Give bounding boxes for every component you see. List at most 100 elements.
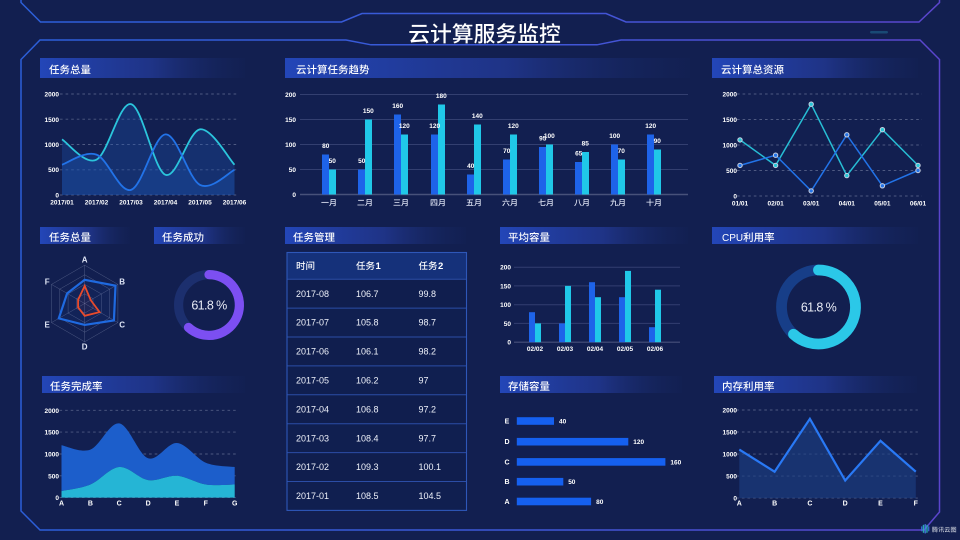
svg-text:97.7: 97.7 <box>419 433 437 443</box>
svg-text:02/01: 02/01 <box>767 201 784 208</box>
svg-text:1500: 1500 <box>45 117 60 124</box>
svg-text:04/01: 04/01 <box>839 201 856 208</box>
svg-text:104.5: 104.5 <box>419 491 442 501</box>
svg-text:120: 120 <box>399 123 410 130</box>
svg-text:99.8: 99.8 <box>419 289 437 299</box>
svg-text:100: 100 <box>285 142 296 149</box>
svg-text:500: 500 <box>726 474 737 481</box>
svg-text:1: 1 <box>376 261 382 272</box>
svg-text:150: 150 <box>285 117 296 124</box>
svg-text:100.1: 100.1 <box>419 462 442 472</box>
svg-text:2017-03: 2017-03 <box>296 433 329 443</box>
svg-text:85: 85 <box>582 141 590 148</box>
svg-text:B: B <box>119 277 125 286</box>
svg-text:97: 97 <box>419 376 429 386</box>
svg-text:106.2: 106.2 <box>356 376 379 386</box>
svg-text:160: 160 <box>670 459 681 466</box>
svg-text:02/04: 02/04 <box>587 346 604 353</box>
svg-text:120: 120 <box>429 123 440 130</box>
svg-text:0: 0 <box>733 496 737 503</box>
svg-text:2017-06: 2017-06 <box>296 347 329 357</box>
svg-text:2017/04: 2017/04 <box>154 200 178 207</box>
svg-text:A: A <box>504 499 509 506</box>
svg-text:80: 80 <box>322 143 330 150</box>
svg-text:1000: 1000 <box>45 142 60 149</box>
svg-text:50: 50 <box>568 479 576 486</box>
svg-text:B: B <box>504 479 509 486</box>
svg-text:1000: 1000 <box>45 452 60 459</box>
svg-text:D: D <box>146 501 151 508</box>
svg-text:A: A <box>59 501 64 508</box>
svg-text:05/01: 05/01 <box>874 201 891 208</box>
svg-text:01/01: 01/01 <box>732 201 749 208</box>
svg-text:F: F <box>45 277 50 286</box>
svg-text:108.5: 108.5 <box>356 491 379 501</box>
svg-text:B: B <box>88 501 93 508</box>
svg-text:F: F <box>914 501 919 508</box>
svg-text:2017/02: 2017/02 <box>85 200 109 207</box>
svg-text:02/02: 02/02 <box>527 346 544 353</box>
svg-text:2017/01: 2017/01 <box>50 200 74 207</box>
svg-text:2000: 2000 <box>45 408 60 415</box>
svg-text:E: E <box>45 321 51 330</box>
svg-text:02/06: 02/06 <box>647 346 664 353</box>
svg-text:140: 140 <box>472 113 483 120</box>
svg-text:2017-08: 2017-08 <box>296 289 329 299</box>
svg-text:F: F <box>204 501 209 508</box>
svg-text:C: C <box>504 459 509 466</box>
svg-text:2017-02: 2017-02 <box>296 462 329 472</box>
svg-text:106.1: 106.1 <box>356 347 379 357</box>
svg-text:50: 50 <box>329 158 337 165</box>
svg-text:1500: 1500 <box>45 430 60 437</box>
svg-text:106.7: 106.7 <box>356 289 379 299</box>
svg-text:61.8 %: 61.8 % <box>801 301 837 315</box>
svg-text:2000: 2000 <box>45 92 60 99</box>
svg-text:2017-07: 2017-07 <box>296 318 329 328</box>
svg-text:120: 120 <box>645 123 656 130</box>
svg-text:40: 40 <box>467 163 475 170</box>
svg-text:120: 120 <box>508 123 519 130</box>
svg-text:95: 95 <box>539 136 547 143</box>
svg-text:90: 90 <box>654 138 662 145</box>
svg-text:100: 100 <box>500 302 511 309</box>
svg-text:06/01: 06/01 <box>910 201 927 208</box>
svg-text:106.8: 106.8 <box>356 404 379 414</box>
svg-text:500: 500 <box>48 167 59 174</box>
svg-text:0: 0 <box>55 193 59 200</box>
svg-text:200: 200 <box>500 265 511 272</box>
svg-text:1500: 1500 <box>723 430 738 437</box>
svg-text:03/01: 03/01 <box>803 201 820 208</box>
svg-text:2017/06: 2017/06 <box>223 200 247 207</box>
svg-text:40: 40 <box>559 419 567 426</box>
svg-text:2: 2 <box>438 261 443 272</box>
svg-text:500: 500 <box>48 473 59 480</box>
svg-text:2000: 2000 <box>723 92 738 99</box>
svg-text:150: 150 <box>363 108 374 115</box>
svg-text:50: 50 <box>358 158 366 165</box>
svg-text:61.8 %: 61.8 % <box>191 299 227 313</box>
svg-text:100: 100 <box>609 133 620 140</box>
svg-text:65: 65 <box>575 151 583 158</box>
svg-text:2017-04: 2017-04 <box>296 404 329 414</box>
svg-text:50: 50 <box>504 321 512 328</box>
svg-text:0: 0 <box>507 340 511 347</box>
svg-text:98.2: 98.2 <box>419 347 437 357</box>
svg-text:50: 50 <box>289 167 297 174</box>
svg-text:500: 500 <box>726 168 737 175</box>
svg-text:105.8: 105.8 <box>356 318 379 328</box>
svg-text:1000: 1000 <box>723 143 738 150</box>
svg-text:B: B <box>772 501 777 508</box>
svg-text:02/05: 02/05 <box>617 346 634 353</box>
svg-text:2017-01: 2017-01 <box>296 491 329 501</box>
svg-text:1500: 1500 <box>723 117 738 124</box>
svg-text:D: D <box>504 439 509 446</box>
svg-text:E: E <box>175 501 180 508</box>
svg-text:A: A <box>737 501 742 508</box>
svg-text:2017/05: 2017/05 <box>188 200 212 207</box>
svg-text:97.2: 97.2 <box>419 404 437 414</box>
svg-text:E: E <box>878 501 883 508</box>
svg-text:02/03: 02/03 <box>557 346 574 353</box>
svg-text:150: 150 <box>500 283 511 290</box>
svg-text:160: 160 <box>392 103 403 110</box>
svg-text:E: E <box>505 419 510 426</box>
